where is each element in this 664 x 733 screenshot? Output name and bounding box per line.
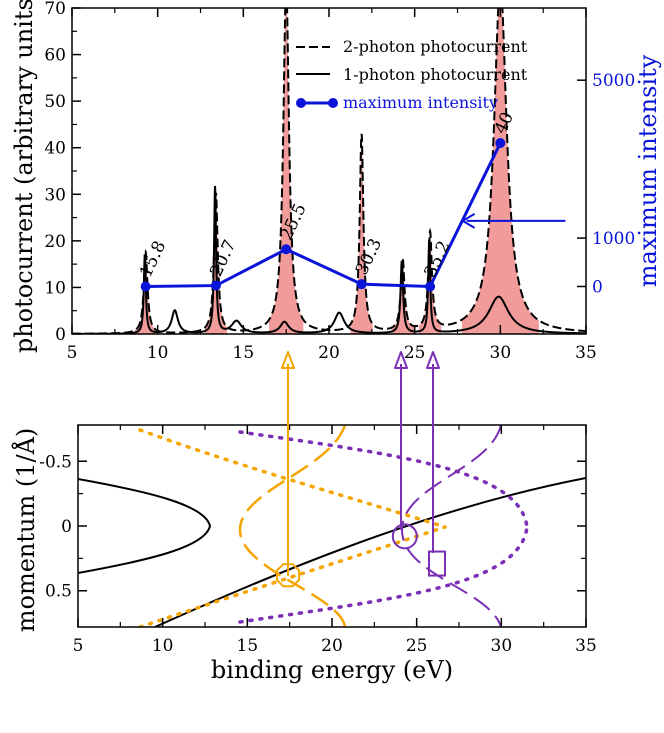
max-intensity-point <box>140 281 151 292</box>
top-axis-ticks: 5 10 15 20 25 30 35 0 10 20 30 40 50 60 70 0 1000 5000 <box>44 0 635 363</box>
purple-dashed-band <box>400 425 502 627</box>
top-x-tick-label: 35 <box>575 343 597 363</box>
peak-label: 35.2 <box>420 238 454 281</box>
legend-max-intensity-label: maximum intensity <box>343 93 498 112</box>
octagon-marker <box>275 563 301 588</box>
max-intensity-point <box>356 279 367 290</box>
bottom-y-tick-label: -0.5 <box>39 452 72 472</box>
axis-arrow-head <box>460 212 476 229</box>
black-band-right-diagonal <box>154 477 586 627</box>
legend-max-intensity-marker-right <box>328 98 338 108</box>
legend: 2-photon photocurrent 1-photon photocurr… <box>296 37 528 112</box>
bottom-x-tick-label: 15 <box>237 636 259 656</box>
top-y-tick-label: 20 <box>44 232 66 252</box>
bottom-x-tick-label: 10 <box>152 636 174 656</box>
top-y2-axis-title: maximum intensity <box>634 54 662 287</box>
orange-dotted-band-upper <box>138 428 447 529</box>
bottom-y-tick-label: 0 <box>61 517 72 537</box>
bottom-x-tick-label: 25 <box>406 636 428 656</box>
top-x-tick-label: 15 <box>233 343 255 363</box>
top-chart: 5 10 15 20 25 30 35 0 10 20 30 40 50 60 70 0 1000 5000 15… <box>10 0 662 363</box>
black-band-left-parabola <box>78 478 212 574</box>
connector-arrows <box>281 351 440 576</box>
bottom-chart: 5 10 15 20 25 30 35 -0.5 0 0.5 binding energy (eV… <box>11 424 597 684</box>
bottom-plot-frame <box>77 424 587 628</box>
legend-two-photon-label: 2-photon photocurrent <box>343 37 528 56</box>
bottom-x-tick-label: 35 <box>575 636 597 656</box>
purple-dotted-band-lower <box>238 525 529 624</box>
peak-label: 20.7 <box>206 237 240 280</box>
two-photon-peak-fill-6 <box>461 8 539 334</box>
purple-dotted-band-upper <box>238 430 529 529</box>
two-photon-peak-fill-3 <box>350 133 373 334</box>
top-x-tick-label: 20 <box>318 343 340 363</box>
purple-connector-arrow-right <box>426 351 440 553</box>
bottom-x-tick-label: 20 <box>321 636 343 656</box>
two-photon-peak-fill-2 <box>269 8 304 334</box>
max-intensity-labels: 15.8 20.725.530.3 35.240 <box>136 109 518 281</box>
peak-label: 15.8 <box>136 238 170 281</box>
bottom-axis-ticks: 5 10 15 20 25 30 35 -0.5 0 0.5 <box>39 425 597 656</box>
square-marker <box>427 550 446 577</box>
maximum-intensity-series <box>140 138 506 292</box>
bottom-y-axis-title: momentum (1/Å) <box>11 428 40 633</box>
max-intensity-point <box>495 138 506 149</box>
circle-marker <box>391 523 418 550</box>
top-y-tick-label: 10 <box>44 278 66 298</box>
bottom-x-tick-label: 5 <box>73 636 84 656</box>
orange-connector-arrow <box>281 351 295 576</box>
max-intensity-point <box>425 281 436 292</box>
orange-dashed-band <box>238 425 347 627</box>
top-y-tick-label: 30 <box>44 185 66 205</box>
legend-max-intensity-marker-left <box>296 98 306 108</box>
top-x-tick-label: 5 <box>67 343 78 363</box>
top-y-tick-label: 60 <box>44 46 66 66</box>
bottom-y-tick-label: 0.5 <box>45 582 72 602</box>
top-y-tick-label: 50 <box>44 92 66 112</box>
bottom-x-tick-label: 30 <box>491 636 513 656</box>
peak-label: 30.3 <box>352 236 386 279</box>
legend-one-photon-label: 1-photon photocurrent <box>343 65 528 84</box>
top-x-tick-label: 25 <box>404 343 426 363</box>
top-y2-tick-label: 0 <box>592 277 603 297</box>
top-y2-tick-label: 5000 <box>592 71 635 91</box>
top-y-tick-label: 40 <box>44 139 66 159</box>
max-intensity-point <box>210 280 221 291</box>
transition-markers <box>275 523 446 588</box>
top-y-axis-title: photocurrent (arbitrary units) <box>10 0 38 353</box>
orange-dotted-band-lower <box>138 525 447 627</box>
bottom-x-axis-title: binding energy (eV) <box>211 656 453 684</box>
top-y-tick-label: 0 <box>55 325 66 345</box>
intensity-axis-arrow <box>460 212 566 229</box>
max-intensity-point <box>281 244 292 255</box>
top-x-tick-label: 30 <box>490 343 512 363</box>
max-intensity-line <box>145 142 502 289</box>
top-x-tick-label: 10 <box>147 343 169 363</box>
top-y-tick-label: 70 <box>44 0 66 19</box>
top-y2-tick-label: 1000 <box>592 229 635 249</box>
purple-connector-arrow-left <box>394 351 408 530</box>
